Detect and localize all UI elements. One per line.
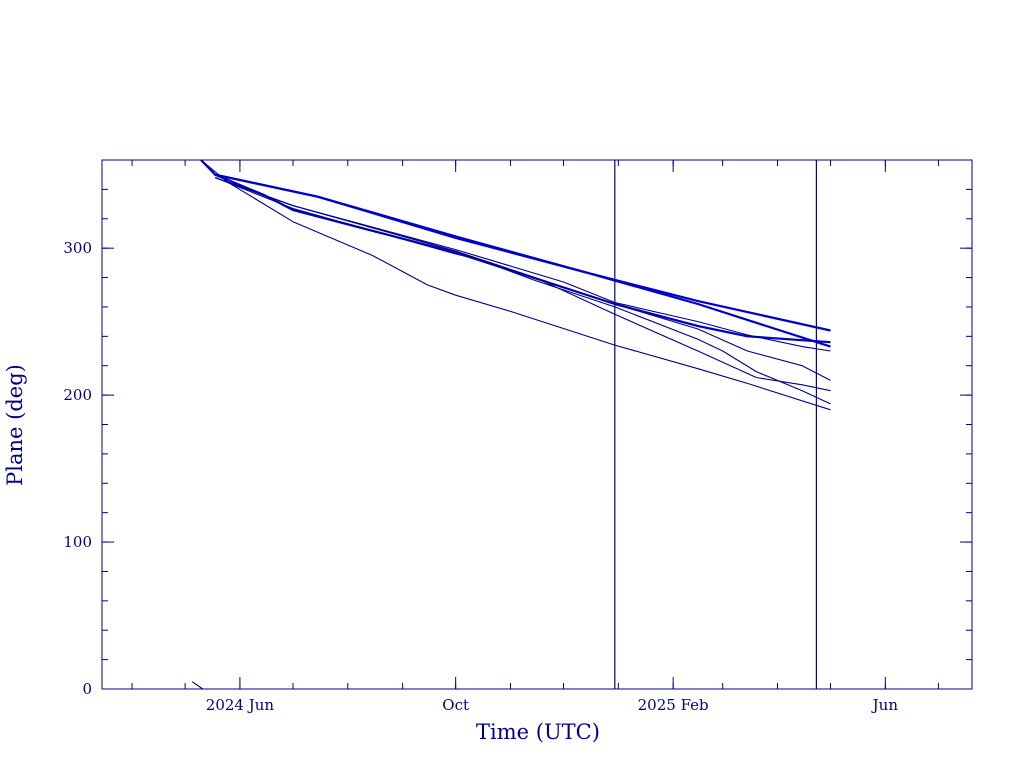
x-tick-label: Oct	[442, 696, 469, 714]
y-tick-label: 0	[82, 680, 92, 698]
y-tick-label: 100	[63, 533, 92, 551]
y-axis-title: Plane (deg)	[3, 364, 27, 486]
y-tick-label: 300	[63, 239, 92, 257]
major-ticks	[102, 160, 972, 690]
x-tick-label: Jun	[871, 696, 899, 714]
x-tick-label: 2025 Feb	[638, 696, 709, 714]
series-line-3	[214, 173, 831, 348]
vertical-lines	[614, 160, 817, 689]
tick-labels: 2024 Jun Oct 2025 Feb Jun 0 100 200 300	[63, 239, 898, 714]
series-line-9	[191, 681, 204, 690]
series-line-4	[200, 159, 831, 411]
series-line-2	[214, 173, 831, 344]
y-tick-label: 200	[63, 386, 92, 404]
x-axis-title: Time (UTC)	[476, 720, 600, 744]
x-tick-label: 2024 Jun	[206, 696, 275, 714]
series-line-8	[215, 177, 831, 405]
series-group	[191, 159, 831, 690]
